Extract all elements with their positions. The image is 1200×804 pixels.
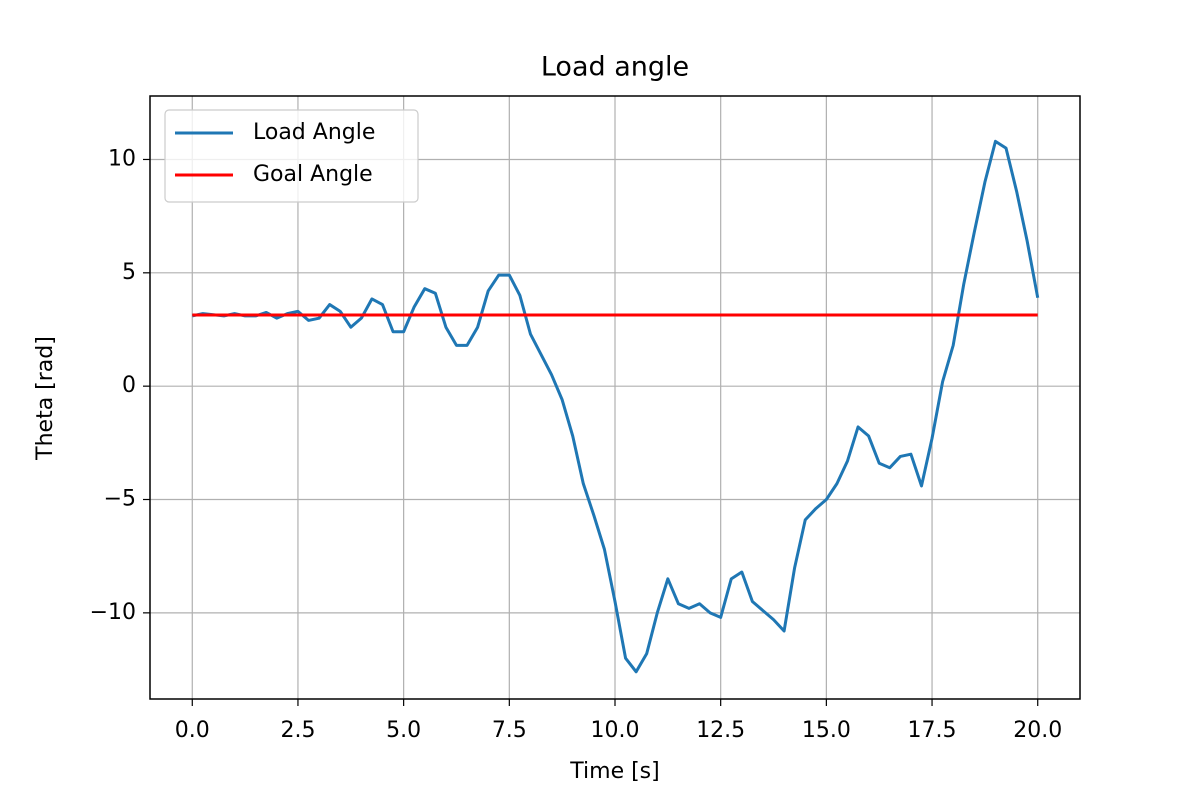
y-tick-label: 5 (122, 260, 136, 285)
x-tick-label: 2.5 (280, 718, 315, 743)
y-tick-label: −5 (104, 487, 136, 512)
plot-area (191, 139, 1040, 674)
x-tick-label: 7.5 (492, 718, 527, 743)
legend-label: Goal Angle (253, 162, 373, 187)
chart-title: Load angle (541, 52, 689, 83)
y-tick-label: −10 (90, 600, 136, 625)
legend-label: Load Angle (253, 120, 375, 145)
x-tick-label: 5.0 (386, 718, 421, 743)
data-line (191, 139, 1040, 674)
x-tick-label: 10.0 (591, 718, 640, 743)
x-tick-label: 0.0 (175, 718, 210, 743)
x-tick-label: 20.0 (1013, 718, 1062, 743)
y-tick-label: 10 (108, 146, 136, 171)
ticks: 0.0 2.5 5.0 7.5 10.0 12.5 15.0 17.5 20.0 −10 −5 0 5 1… (90, 146, 1063, 743)
y-axis-label: Theta [rad] (33, 336, 58, 461)
x-tick-label: 12.5 (696, 718, 745, 743)
legend: Load Angle Goal Angle (164, 109, 419, 203)
x-tick-label: 15.0 (802, 718, 851, 743)
y-tick-label: 0 (122, 373, 136, 398)
x-axis-label: Time [s] (569, 759, 659, 784)
x-tick-label: 17.5 (908, 718, 957, 743)
